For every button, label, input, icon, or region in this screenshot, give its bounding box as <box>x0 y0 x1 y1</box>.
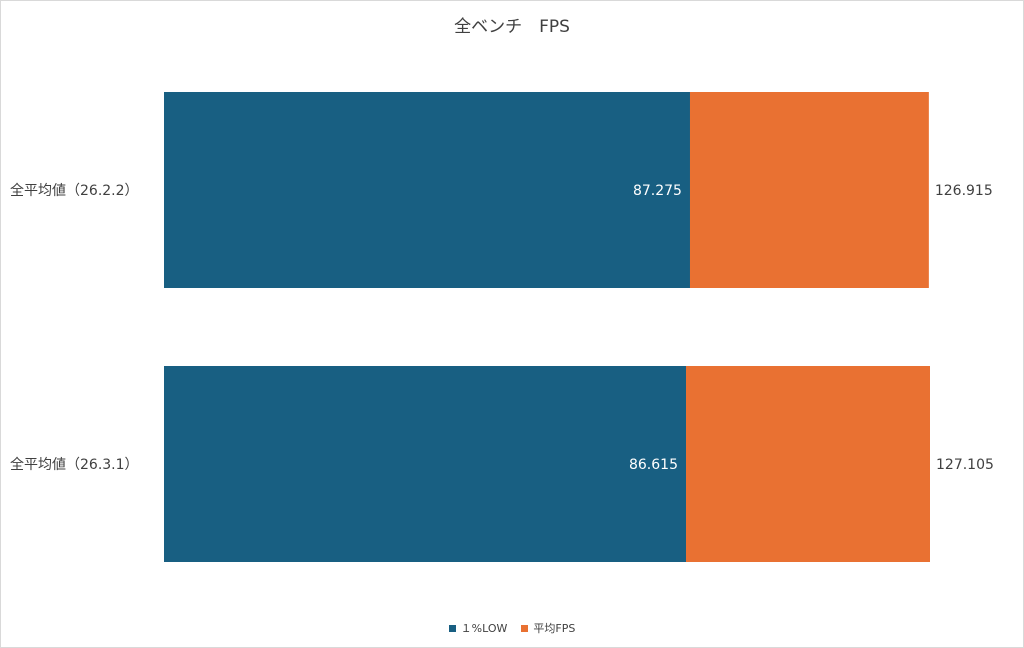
bar-one-percent-low <box>164 366 686 562</box>
legend-item-average-fps: 平均FPS <box>521 620 575 636</box>
category-label: 全平均値（26.2.2） <box>10 182 139 199</box>
legend-label: １%LOW <box>460 622 508 635</box>
data-label-average-fps: 126.915 <box>935 183 993 199</box>
legend-swatch <box>448 624 456 632</box>
chart-legend: １%LOW 平均FPS <box>0 620 1024 636</box>
data-label-average-fps: 127.105 <box>936 457 994 473</box>
legend-label: 平均FPS <box>533 622 576 635</box>
data-label-one-percent-low: 87.275 <box>633 183 682 199</box>
data-label-one-percent-low: 86.615 <box>629 457 678 473</box>
chart-title: 全ベンチ FPS <box>454 17 570 37</box>
bar-one-percent-low <box>164 92 690 288</box>
category-label: 全平均値（26.3.1） <box>10 456 139 473</box>
legend-item-one-percent-low: １%LOW <box>448 620 508 636</box>
legend-swatch <box>521 624 529 632</box>
